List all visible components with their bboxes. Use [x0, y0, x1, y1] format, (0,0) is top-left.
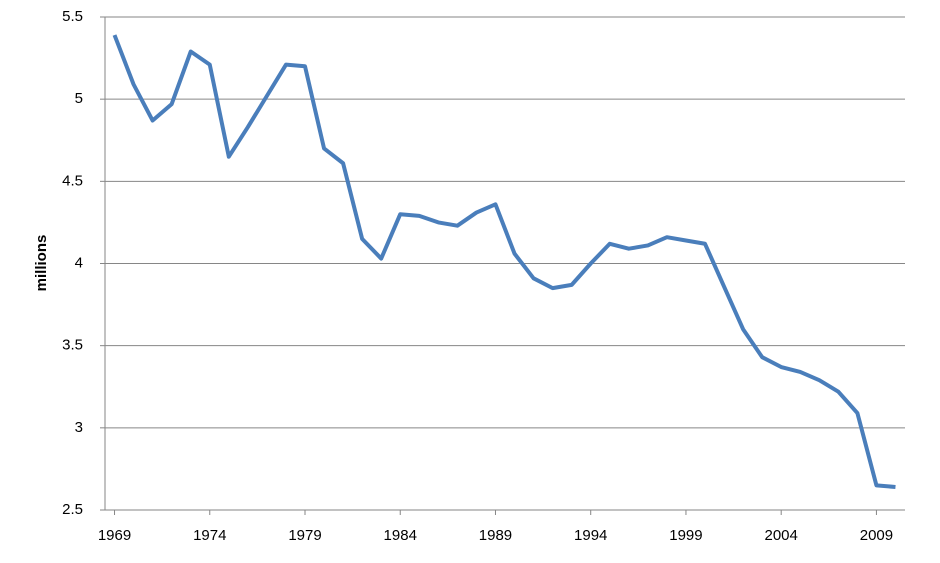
y-tick-label: 2.5 — [62, 501, 83, 518]
y-tick-label: 3 — [75, 419, 83, 436]
y-tick-label: 5 — [75, 90, 83, 107]
y-axis-label: millions — [33, 235, 50, 292]
data-line — [112, 34, 896, 489]
x-tick-label: 2004 — [765, 527, 798, 544]
x-tick-label: 1974 — [193, 527, 226, 544]
x-tick-label: 1994 — [574, 527, 607, 544]
y-tick-label: 5.5 — [62, 8, 83, 25]
x-tick-label: 1989 — [479, 527, 512, 544]
x-tick-label: 1969 — [98, 527, 131, 544]
x-tick-label: 1999 — [669, 527, 702, 544]
x-tick-label: 2009 — [860, 527, 893, 544]
x-tick-label: 1979 — [288, 527, 321, 544]
x-tick-label: 1984 — [384, 527, 417, 544]
y-tick-label: 4.5 — [62, 172, 83, 189]
y-tick-label: 4 — [75, 254, 83, 271]
y-tick-label: 3.5 — [62, 337, 83, 354]
